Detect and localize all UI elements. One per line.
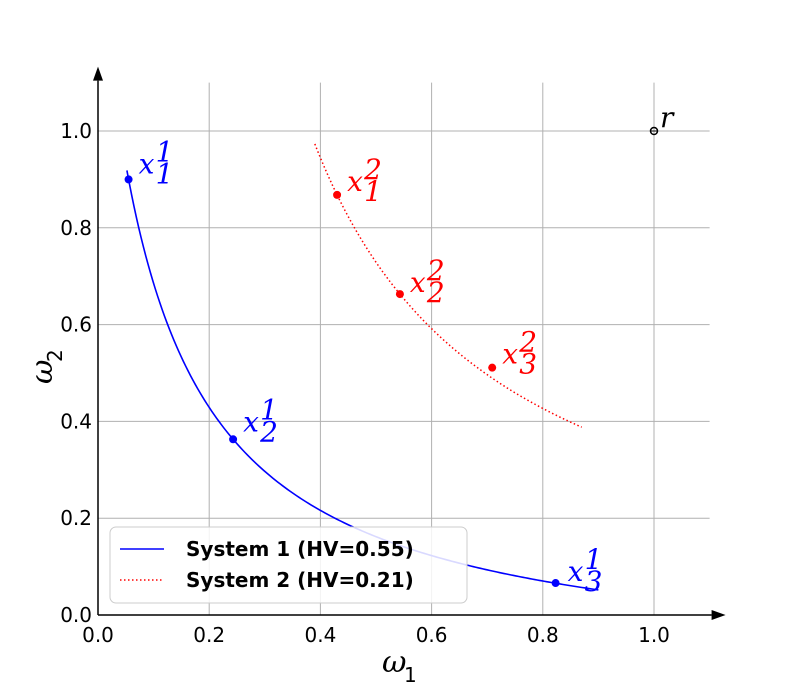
y-axis-label-base: ω <box>25 360 60 384</box>
point-label: x 23 <box>502 326 537 381</box>
y-tick-label: 0.2 <box>60 506 92 530</box>
tick-labels: 0.0 0.2 0.4 0.6 0.8 1.0 0.0 0.2 0.4 0.6 0.8 1.0 <box>60 119 670 647</box>
y-tick-label: 0.8 <box>60 216 92 240</box>
x-axis-label-sub: 1 <box>404 663 417 687</box>
series-2-point <box>333 190 342 199</box>
point-label-sup: 2 <box>518 326 537 359</box>
y-tick-label: 0.4 <box>60 409 92 433</box>
axes <box>93 66 726 620</box>
x-tick-label: 1.0 <box>638 623 670 647</box>
x-tick-label: 0.8 <box>527 623 559 647</box>
series-2-point <box>395 290 404 299</box>
series-1-point <box>124 175 133 184</box>
point-label-sub: 3 <box>519 348 537 381</box>
y-axis-label-sub: 2 <box>43 349 67 362</box>
point-label-base: x <box>568 555 584 588</box>
y-axis-arrow <box>93 66 103 81</box>
series-1-point <box>229 435 238 444</box>
point-label: x 13 <box>568 543 603 598</box>
point-label-base: x <box>410 266 426 299</box>
point-label-sup: 2 <box>426 254 445 287</box>
point-label-sup: 2 <box>363 153 382 186</box>
reference-point-label: r <box>660 101 675 134</box>
grid <box>98 82 710 615</box>
series-1-point <box>551 579 560 588</box>
y-tick-label: 0.6 <box>60 313 92 337</box>
legend-label-series-2: System 2 (HV=0.21) <box>186 568 414 592</box>
point-label-sup: 1 <box>585 543 603 576</box>
y-tick-label: 0.0 <box>60 603 92 627</box>
x-axis-arrow <box>711 610 726 620</box>
x-tick-label: 0.2 <box>193 623 225 647</box>
point-label: x 22 <box>410 254 445 309</box>
point-label-base: x <box>502 338 518 371</box>
point-label-sub: 3 <box>585 565 603 598</box>
data-points <box>124 126 659 588</box>
point-label-sub: 1 <box>156 157 174 190</box>
x-tick-label: 0.0 <box>82 623 114 647</box>
legend-label-series-1: System 1 (HV=0.55) <box>186 537 414 561</box>
y-tick-label: 1.0 <box>60 119 92 143</box>
point-label-base: x <box>243 405 259 438</box>
point-label: x 11 <box>139 135 174 190</box>
point-label-base: x <box>347 165 363 198</box>
x-tick-label: 0.4 <box>304 623 336 647</box>
point-label: x 21 <box>347 153 382 208</box>
legend: System 1 (HV=0.55) System 2 (HV=0.21) <box>109 526 468 604</box>
point-label-sub: 1 <box>364 175 382 208</box>
point-label-sup: 1 <box>260 393 278 426</box>
x-tick-label: 0.6 <box>416 623 448 647</box>
y-axis-label: ω2 <box>25 349 67 384</box>
x-axis-label: ω1 <box>382 645 417 687</box>
series-2-point <box>488 363 497 372</box>
point-label-sub: 2 <box>426 276 445 309</box>
point-label: x 12 <box>243 393 278 448</box>
point-label-sub: 2 <box>259 415 278 448</box>
point-label-base: x <box>139 147 155 180</box>
point-label-sup: 1 <box>156 135 174 168</box>
legend-box <box>109 526 468 604</box>
point-labels: x 11x 12x 13x 21x 22x 23r <box>139 101 675 598</box>
x-axis-label-base: ω <box>382 645 406 680</box>
